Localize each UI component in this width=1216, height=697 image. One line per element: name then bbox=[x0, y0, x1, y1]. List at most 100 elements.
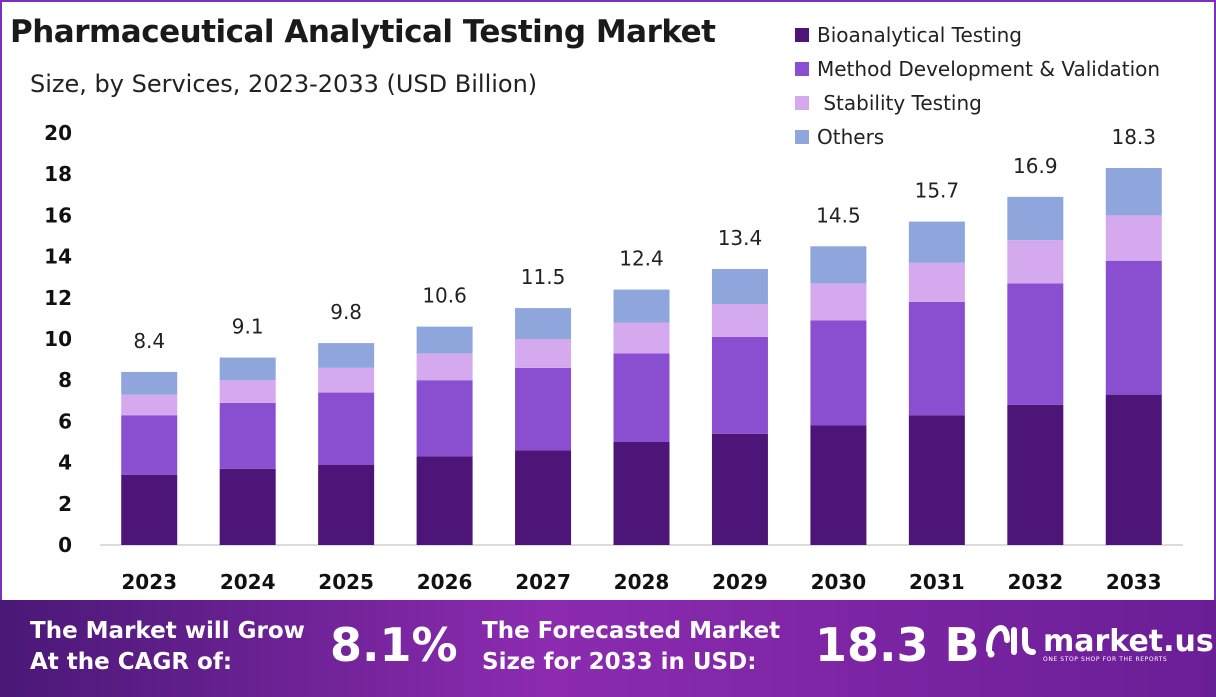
chart-title: Pharmaceutical Analytical Testing Market bbox=[10, 14, 716, 50]
bar-segment bbox=[908, 221, 965, 263]
bar-segment bbox=[1105, 394, 1162, 545]
bar-segment bbox=[318, 343, 375, 368]
x-tick-label: 2033 bbox=[1106, 570, 1162, 594]
legend-item-stability: Stability Testing bbox=[795, 86, 1160, 120]
bar-segment bbox=[613, 442, 670, 545]
bar-segment bbox=[515, 450, 572, 545]
bar-segment bbox=[515, 339, 572, 368]
y-tick-label: 10 bbox=[44, 327, 72, 351]
x-tick-label: 2032 bbox=[1007, 570, 1063, 594]
legend-item-method: Method Development & Validation bbox=[795, 52, 1160, 86]
bar-total-label: 16.9 bbox=[1013, 154, 1058, 178]
bar-segment bbox=[515, 367, 572, 451]
marketus-logo: market.us bbox=[985, 620, 1214, 662]
legend-item-others: Others bbox=[795, 120, 1160, 154]
bar-segment bbox=[1105, 215, 1162, 261]
bar-segment bbox=[416, 456, 473, 545]
bar-segment bbox=[908, 415, 965, 545]
bar-segment bbox=[908, 301, 965, 416]
bar-segment bbox=[219, 468, 276, 545]
cagr-value: 8.1% bbox=[330, 618, 458, 672]
bar-segment bbox=[219, 380, 276, 403]
legend-swatch-others bbox=[795, 130, 809, 144]
y-tick-label: 18 bbox=[44, 162, 72, 186]
x-tick-label: 2027 bbox=[515, 570, 571, 594]
bar-segment bbox=[1105, 168, 1162, 216]
bar-segment bbox=[711, 433, 768, 545]
x-tick-label: 2029 bbox=[712, 570, 768, 594]
bar-total-label: 14.5 bbox=[816, 203, 861, 227]
forecast-label-line2: Size for 2033 in USD: bbox=[482, 649, 757, 675]
legend-label-stability: Stability Testing bbox=[817, 91, 982, 115]
bar-total-label: 12.4 bbox=[619, 247, 664, 271]
bar-segment bbox=[810, 425, 867, 545]
cagr-label-line2: At the CAGR of: bbox=[30, 649, 233, 675]
legend-swatch-method bbox=[795, 62, 809, 76]
bar-segment bbox=[1007, 240, 1064, 284]
legend-label-others: Others bbox=[817, 125, 885, 149]
legend-label-bioanalytical: Bioanalytical Testing bbox=[817, 23, 1022, 47]
marketus-tagline: ONE STOP SHOP FOR THE REPORTS bbox=[1043, 656, 1168, 663]
bar-segment bbox=[416, 380, 473, 457]
bar-total-label: 18.3 bbox=[1112, 125, 1157, 149]
bar-segment bbox=[1007, 404, 1064, 545]
bar-total-label: 15.7 bbox=[915, 179, 960, 203]
bar-segment bbox=[121, 415, 178, 475]
bar-segment bbox=[121, 474, 178, 545]
legend: Bioanalytical Testing Method Development… bbox=[795, 18, 1160, 154]
bar-segment bbox=[1007, 283, 1064, 405]
bar-segment bbox=[318, 464, 375, 545]
marketus-logo-icon bbox=[986, 624, 1036, 658]
bar-segment bbox=[318, 392, 375, 465]
y-tick-label: 12 bbox=[44, 286, 72, 310]
bar-segment bbox=[219, 402, 276, 469]
x-tick-label: 2026 bbox=[417, 570, 473, 594]
bar-total-label: 9.8 bbox=[330, 300, 362, 324]
x-tick-label: 2028 bbox=[614, 570, 670, 594]
bar-segment bbox=[121, 394, 178, 416]
bar-segment bbox=[121, 371, 178, 395]
y-tick-label: 8 bbox=[58, 368, 72, 392]
y-tick-label: 16 bbox=[44, 203, 72, 227]
forecast-label: The Forecasted Market Size for 2033 in U… bbox=[482, 616, 780, 678]
legend-swatch-stability bbox=[795, 96, 809, 110]
forecast-value: 18.3 B bbox=[815, 618, 980, 672]
bar-segment bbox=[515, 308, 572, 339]
x-tick-label: 2030 bbox=[811, 570, 867, 594]
bar-total-label: 11.5 bbox=[521, 265, 566, 289]
y-tick-label: 0 bbox=[58, 533, 72, 557]
x-tick-label: 2031 bbox=[909, 570, 965, 594]
bar-segment bbox=[711, 336, 768, 434]
bar-total-label: 13.4 bbox=[718, 226, 763, 250]
bar-total-label: 9.1 bbox=[232, 315, 264, 339]
cagr-label: The Market will Grow At the CAGR of: bbox=[30, 616, 305, 678]
y-tick-label: 14 bbox=[44, 245, 72, 269]
marketus-logo-text: market.us bbox=[1043, 623, 1214, 659]
bar-segment bbox=[810, 246, 867, 284]
bar-segment bbox=[613, 353, 670, 442]
bar-segment bbox=[416, 326, 473, 354]
bar-total-label: 8.4 bbox=[133, 329, 165, 353]
bar-segment bbox=[908, 262, 965, 302]
legend-swatch-bioanalytical bbox=[795, 28, 809, 42]
y-tick-label: 6 bbox=[58, 409, 72, 433]
cagr-label-line1: The Market will Grow bbox=[30, 618, 305, 644]
x-tick-label: 2023 bbox=[121, 570, 177, 594]
x-tick-label: 2025 bbox=[318, 570, 374, 594]
bar-segment bbox=[711, 268, 768, 304]
forecast-label-line1: The Forecasted Market bbox=[482, 618, 781, 644]
legend-item-bioanalytical: Bioanalytical Testing bbox=[795, 18, 1160, 52]
bar-segment bbox=[318, 367, 375, 393]
chart-plot: 0 2 4 6 8 10 12 14 16 18 20 8.4 2023 9.1 2024 9.8 2025 10… bbox=[44, 121, 1183, 594]
y-tick-label: 20 bbox=[44, 121, 72, 145]
bar-segment bbox=[711, 303, 768, 337]
bar-segment bbox=[810, 283, 867, 321]
chart-subtitle: Size, by Services, 2023-2033 (USD Billio… bbox=[30, 70, 538, 98]
bar-segment bbox=[613, 322, 670, 354]
y-tick-label: 4 bbox=[58, 451, 72, 475]
bar-segment bbox=[810, 320, 867, 426]
bar-segment bbox=[613, 289, 670, 323]
bar-total-label: 10.6 bbox=[422, 284, 467, 308]
bar-segment bbox=[1105, 260, 1162, 395]
bar-segment bbox=[1007, 196, 1064, 241]
